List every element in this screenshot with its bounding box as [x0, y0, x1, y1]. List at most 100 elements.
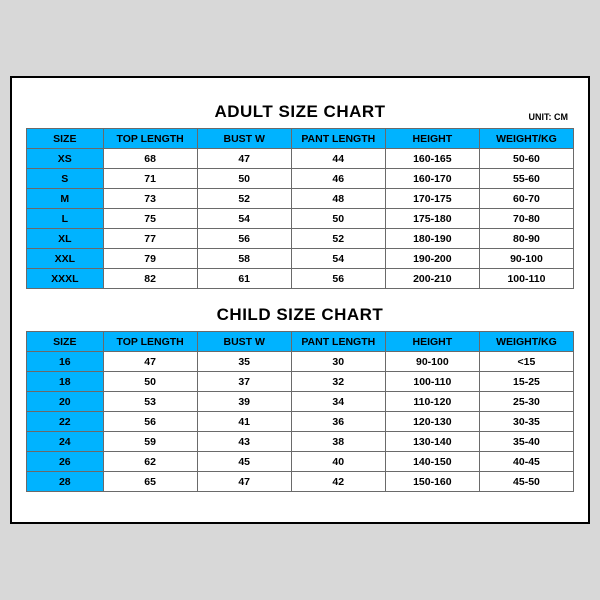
table-cell: 160-165: [385, 149, 479, 169]
table-cell: 68: [103, 149, 197, 169]
table-cell: 30-35: [479, 412, 573, 432]
table-row: 1647353090-100<15: [27, 352, 574, 372]
col-bust-w: BUST W: [197, 332, 291, 352]
table-row: 20533934110-12025-30: [27, 392, 574, 412]
adult-size-table: SIZE TOP LENGTH BUST W PANT LENGTH HEIGH…: [26, 128, 574, 289]
child-title-row: CHILD SIZE CHART: [26, 305, 574, 325]
col-pant-length: PANT LENGTH: [291, 332, 385, 352]
table-cell: 52: [197, 189, 291, 209]
table-cell: 54: [197, 209, 291, 229]
table-cell: 59: [103, 432, 197, 452]
table-row: XXXL826156200-210100-110: [27, 269, 574, 289]
table-cell: 22: [27, 412, 104, 432]
table-cell: 47: [103, 352, 197, 372]
table-cell: 58: [197, 249, 291, 269]
table-cell: 100-110: [479, 269, 573, 289]
table-row: L755450175-18070-80: [27, 209, 574, 229]
adult-header-row: SIZE TOP LENGTH BUST W PANT LENGTH HEIGH…: [27, 129, 574, 149]
table-cell: 43: [197, 432, 291, 452]
table-row: S715046160-17055-60: [27, 169, 574, 189]
table-cell: 40: [291, 452, 385, 472]
size-chart-card: ADULT SIZE CHART UNIT: CM SIZE TOP LENGT…: [10, 76, 590, 524]
table-cell: 16: [27, 352, 104, 372]
table-cell: 20: [27, 392, 104, 412]
col-height: HEIGHT: [385, 332, 479, 352]
table-cell: 62: [103, 452, 197, 472]
table-cell: 170-175: [385, 189, 479, 209]
table-row: 18503732100-11015-25: [27, 372, 574, 392]
table-cell: 48: [291, 189, 385, 209]
table-cell: 77: [103, 229, 197, 249]
child-size-table: SIZE TOP LENGTH BUST W PANT LENGTH HEIGH…: [26, 331, 574, 492]
table-cell: XXXL: [27, 269, 104, 289]
table-cell: XL: [27, 229, 104, 249]
table-cell: 40-45: [479, 452, 573, 472]
table-cell: 175-180: [385, 209, 479, 229]
table-cell: 52: [291, 229, 385, 249]
table-cell: 42: [291, 472, 385, 492]
table-cell: 25-30: [479, 392, 573, 412]
table-cell: 47: [197, 149, 291, 169]
table-cell: 73: [103, 189, 197, 209]
table-cell: 130-140: [385, 432, 479, 452]
col-top-length: TOP LENGTH: [103, 129, 197, 149]
col-size: SIZE: [27, 332, 104, 352]
col-pant-length: PANT LENGTH: [291, 129, 385, 149]
table-cell: 90-100: [385, 352, 479, 372]
table-cell: 61: [197, 269, 291, 289]
table-cell: 47: [197, 472, 291, 492]
table-cell: 80-90: [479, 229, 573, 249]
table-cell: S: [27, 169, 104, 189]
table-row: 24594338130-14035-40: [27, 432, 574, 452]
table-cell: 26: [27, 452, 104, 472]
table-cell: 70-80: [479, 209, 573, 229]
table-cell: 34: [291, 392, 385, 412]
table-cell: 71: [103, 169, 197, 189]
table-row: 28654742150-16045-50: [27, 472, 574, 492]
table-cell: 18: [27, 372, 104, 392]
table-cell: XS: [27, 149, 104, 169]
table-cell: XXL: [27, 249, 104, 269]
table-cell: 140-150: [385, 452, 479, 472]
table-cell: 44: [291, 149, 385, 169]
table-row: XS684744160-16550-60: [27, 149, 574, 169]
col-height: HEIGHT: [385, 129, 479, 149]
table-row: 22564136120-13030-35: [27, 412, 574, 432]
table-cell: L: [27, 209, 104, 229]
table-cell: 35: [197, 352, 291, 372]
col-size: SIZE: [27, 129, 104, 149]
table-row: XXL795854190-20090-100: [27, 249, 574, 269]
table-cell: 32: [291, 372, 385, 392]
table-cell: <15: [479, 352, 573, 372]
table-cell: 54: [291, 249, 385, 269]
table-cell: 60-70: [479, 189, 573, 209]
table-cell: 56: [291, 269, 385, 289]
table-cell: 150-160: [385, 472, 479, 492]
table-cell: 36: [291, 412, 385, 432]
table-cell: 190-200: [385, 249, 479, 269]
table-cell: 200-210: [385, 269, 479, 289]
table-cell: 15-25: [479, 372, 573, 392]
table-cell: 82: [103, 269, 197, 289]
child-title: CHILD SIZE CHART: [217, 305, 384, 325]
table-cell: 37: [197, 372, 291, 392]
table-cell: 55-60: [479, 169, 573, 189]
table-cell: 39: [197, 392, 291, 412]
table-cell: 90-100: [479, 249, 573, 269]
col-weight: WEIGHT/KG: [479, 332, 573, 352]
table-cell: 41: [197, 412, 291, 432]
unit-label: UNIT: CM: [529, 112, 569, 122]
table-cell: 28: [27, 472, 104, 492]
table-cell: M: [27, 189, 104, 209]
col-weight: WEIGHT/KG: [479, 129, 573, 149]
table-cell: 160-170: [385, 169, 479, 189]
table-cell: 35-40: [479, 432, 573, 452]
table-cell: 56: [197, 229, 291, 249]
table-cell: 120-130: [385, 412, 479, 432]
table-cell: 50-60: [479, 149, 573, 169]
table-cell: 50: [291, 209, 385, 229]
col-bust-w: BUST W: [197, 129, 291, 149]
child-header-row: SIZE TOP LENGTH BUST W PANT LENGTH HEIGH…: [27, 332, 574, 352]
table-cell: 45-50: [479, 472, 573, 492]
table-cell: 75: [103, 209, 197, 229]
